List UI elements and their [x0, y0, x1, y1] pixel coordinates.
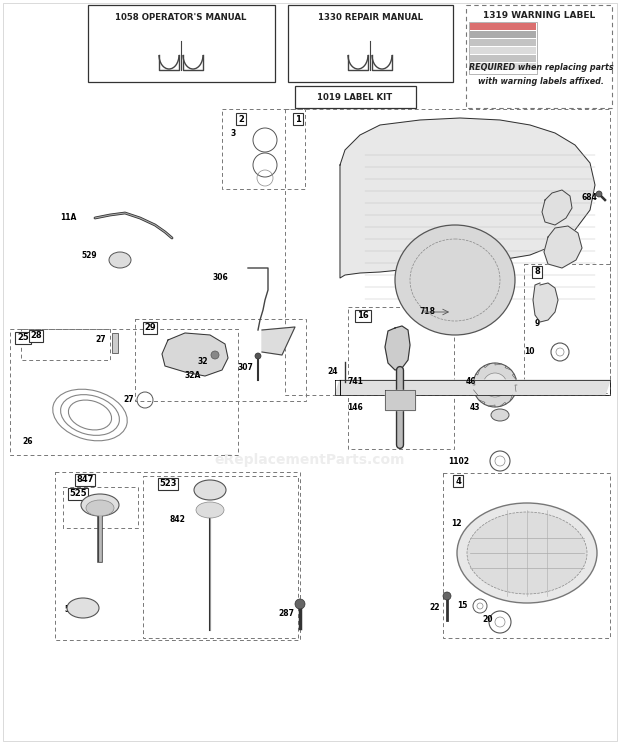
Bar: [469, 22, 537, 74]
Text: 1: 1: [295, 115, 301, 124]
Bar: [112, 333, 118, 353]
Text: 46: 46: [466, 377, 476, 386]
Bar: [10, 329, 238, 455]
Text: 3: 3: [231, 129, 236, 138]
Bar: [348, 307, 454, 449]
Text: 684: 684: [581, 193, 597, 202]
Text: 25: 25: [17, 333, 29, 342]
Ellipse shape: [395, 225, 515, 335]
Text: 22: 22: [430, 603, 440, 612]
Bar: [222, 109, 305, 189]
Bar: [524, 264, 610, 393]
Text: eReplacementParts.com: eReplacementParts.com: [215, 453, 405, 467]
Circle shape: [255, 353, 261, 359]
Bar: [443, 473, 610, 638]
Circle shape: [211, 351, 219, 359]
Polygon shape: [340, 118, 595, 278]
Bar: [143, 476, 298, 638]
Text: REQUIRED when replacing parts: REQUIRED when replacing parts: [469, 63, 613, 72]
Polygon shape: [385, 390, 415, 410]
Bar: [470, 39, 536, 46]
Text: 1102: 1102: [448, 457, 469, 466]
Text: 1058 OPERATOR'S MANUAL: 1058 OPERATOR'S MANUAL: [115, 13, 247, 22]
Text: 523: 523: [159, 479, 177, 489]
Text: 287: 287: [278, 609, 294, 618]
Circle shape: [483, 373, 507, 397]
Text: 15: 15: [458, 601, 468, 611]
Bar: [470, 47, 536, 54]
Text: 27: 27: [123, 396, 134, 405]
Bar: [466, 5, 612, 108]
Ellipse shape: [467, 512, 587, 594]
Bar: [285, 109, 610, 395]
Text: 2: 2: [238, 115, 244, 124]
Polygon shape: [544, 226, 582, 268]
Bar: [21, 329, 110, 360]
Ellipse shape: [457, 503, 597, 603]
Circle shape: [443, 592, 451, 600]
Text: 28: 28: [30, 332, 42, 341]
Bar: [63, 487, 138, 528]
Text: 11A: 11A: [60, 213, 76, 222]
Text: 741: 741: [347, 377, 363, 386]
Text: 529: 529: [81, 251, 97, 260]
Text: 24: 24: [327, 368, 338, 376]
Bar: [135, 319, 306, 401]
Ellipse shape: [86, 500, 114, 516]
Text: 718: 718: [420, 307, 436, 316]
Ellipse shape: [491, 409, 509, 421]
Polygon shape: [385, 326, 410, 370]
Ellipse shape: [196, 502, 224, 518]
Text: 16: 16: [357, 312, 369, 321]
Circle shape: [473, 363, 517, 407]
Text: 584: 584: [546, 208, 562, 217]
Text: 1319 WARNING LABEL: 1319 WARNING LABEL: [483, 10, 595, 19]
Polygon shape: [542, 190, 572, 225]
Text: 1330 REPAIR MANUAL: 1330 REPAIR MANUAL: [317, 13, 422, 22]
Text: 32: 32: [198, 358, 208, 367]
Polygon shape: [335, 380, 610, 395]
Text: 524: 524: [64, 604, 80, 614]
Bar: [470, 23, 536, 30]
Text: 585: 585: [546, 243, 562, 251]
Text: 26: 26: [22, 437, 33, 446]
Polygon shape: [533, 283, 558, 322]
Text: 1019 LABEL KIT: 1019 LABEL KIT: [317, 92, 392, 101]
Circle shape: [596, 191, 602, 197]
Text: 306: 306: [212, 274, 228, 283]
Polygon shape: [162, 333, 228, 376]
Bar: [470, 63, 536, 70]
Text: 27: 27: [95, 336, 105, 344]
Text: 4: 4: [455, 476, 461, 486]
Bar: [470, 31, 536, 38]
Text: 32A: 32A: [185, 371, 202, 380]
Bar: [55, 472, 300, 640]
Text: 20: 20: [482, 615, 492, 624]
Circle shape: [295, 599, 305, 609]
Bar: [288, 5, 453, 82]
Text: 525: 525: [69, 490, 87, 498]
Text: 307: 307: [237, 364, 253, 373]
Bar: [295, 86, 416, 108]
Text: with warning labels affixed.: with warning labels affixed.: [478, 77, 604, 86]
Text: 146: 146: [347, 403, 363, 412]
Polygon shape: [262, 327, 295, 355]
Text: 847: 847: [76, 475, 94, 484]
Text: 29: 29: [144, 324, 156, 333]
Text: 842: 842: [169, 515, 185, 524]
Ellipse shape: [81, 494, 119, 516]
Text: 43: 43: [469, 403, 480, 412]
Text: 9: 9: [534, 319, 540, 329]
Text: 12: 12: [451, 519, 462, 527]
Bar: [88, 5, 275, 82]
Ellipse shape: [109, 252, 131, 268]
Text: 10: 10: [525, 347, 535, 356]
Bar: [470, 55, 536, 62]
Ellipse shape: [194, 480, 226, 500]
Ellipse shape: [67, 598, 99, 618]
Text: 8: 8: [534, 268, 540, 277]
